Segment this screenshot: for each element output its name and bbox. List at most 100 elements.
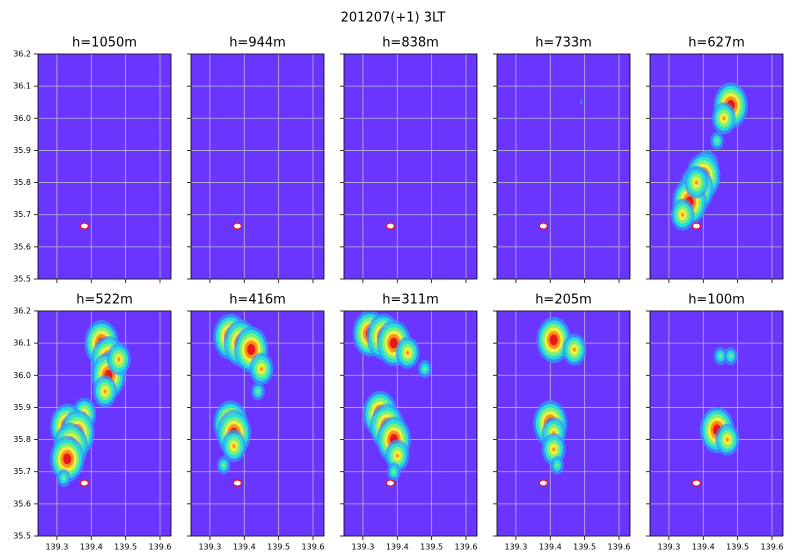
contour-band (573, 348, 576, 352)
contour-band (552, 447, 555, 451)
plot-background (497, 54, 630, 279)
site-marker (80, 223, 88, 229)
y-tick-label: 35.6 (13, 499, 31, 508)
site-marker (539, 223, 547, 229)
hotspot (710, 132, 723, 150)
hotspot (724, 347, 737, 365)
contour-band (260, 367, 263, 371)
x-tick-label: 139.6 (608, 543, 631, 552)
panel-title: h=1050m (72, 36, 137, 51)
contour-band (423, 367, 426, 371)
hotspot (715, 424, 739, 456)
hotspot (217, 456, 230, 474)
y-tick-label: 35.9 (13, 403, 31, 412)
contour-band (257, 389, 260, 393)
y-tick-label: 35.6 (13, 242, 31, 251)
panel-title: h=100m (688, 293, 745, 308)
contour-band (232, 444, 235, 448)
hotspot (93, 375, 117, 407)
y-tick-label: 36.1 (13, 339, 31, 348)
contour-band (117, 357, 120, 361)
hotspot (251, 382, 264, 400)
plot-area (386, 223, 394, 229)
plot-background (38, 54, 171, 279)
hotspot (712, 102, 736, 134)
y-tick-label: 35.7 (13, 210, 31, 219)
panel-title: h=205m (535, 293, 592, 308)
contour-band (552, 338, 555, 342)
x-tick-label: 139.6 (455, 543, 478, 552)
contour-band (62, 476, 65, 480)
x-tick-label: 139.5 (420, 543, 443, 552)
panel: h=522m139.3139.4139.5139.635.535.635.735… (13, 293, 171, 552)
x-tick-label: 139.5 (573, 543, 596, 552)
contour-band (222, 463, 225, 467)
panel: h=733m (493, 36, 630, 284)
contour-band (556, 463, 559, 467)
panel: h=838m (340, 36, 477, 284)
y-tick-label: 35.8 (13, 435, 31, 444)
plot-area (233, 223, 241, 229)
contour-band (729, 354, 732, 358)
contour-band (719, 354, 722, 358)
panel: h=205m 139.3 139.4 139.5 139.6 (493, 293, 630, 552)
panel: h=627m (646, 36, 783, 284)
plot-background (344, 54, 477, 279)
x-tick-label: 139.4 (539, 543, 562, 552)
x-tick-label: 139.6 (149, 543, 172, 552)
x-tick-label: 139.3 (504, 543, 527, 552)
y-tick-label: 35.7 (13, 467, 31, 476)
y-tick-label: 36.0 (13, 371, 31, 380)
y-tick-label: 36.2 (13, 307, 31, 316)
site-marker (386, 480, 394, 486)
hotspot (550, 456, 563, 474)
contour-band (396, 454, 399, 458)
y-tick-label: 35.9 (13, 146, 31, 155)
contour-band (392, 341, 395, 345)
x-tick-label: 139.3 (657, 543, 680, 552)
hotspot (107, 343, 131, 375)
panel-title: h=944m (229, 36, 286, 51)
x-tick-label: 139.6 (302, 543, 325, 552)
hotspot (418, 360, 431, 378)
site-marker (233, 480, 241, 486)
panel: h=944m (187, 36, 324, 284)
hotspot (250, 353, 274, 385)
hotspot (562, 334, 586, 366)
y-tick-label: 35.5 (13, 532, 31, 541)
y-tick-label: 35.5 (13, 275, 31, 284)
contour-band (726, 438, 729, 442)
hotspot (671, 199, 695, 231)
contour-band (716, 139, 719, 143)
site-marker (386, 223, 394, 229)
x-tick-label: 139.4 (386, 543, 409, 552)
panel-title: h=522m (76, 293, 133, 308)
site-marker (233, 223, 241, 229)
panel: h=311m 139.3 139.4 139.5 139.6 (340, 293, 477, 552)
hotspot (684, 167, 708, 199)
x-tick-label: 139.3 (351, 543, 374, 552)
contour-band (406, 351, 409, 355)
panel-title: h=733m (535, 36, 592, 51)
y-tick-label: 36.1 (13, 82, 31, 91)
hotspot (396, 337, 420, 369)
contour-band (722, 116, 725, 120)
site-marker (692, 480, 700, 486)
contour-band (681, 213, 684, 217)
panel-title: h=311m (382, 293, 439, 308)
figure-title: 201207(+1) 3LT (341, 11, 446, 26)
site-marker (692, 223, 700, 229)
hotspot (387, 463, 400, 481)
plot-area (80, 223, 88, 229)
x-tick-label: 139.3 (45, 543, 68, 552)
figure: 201207(+1) 3LT h=1050m 35.5 35.6 35.7 35.8 35… (0, 0, 787, 554)
contour-band (66, 457, 69, 461)
contour-band (104, 389, 107, 393)
panel-title: h=627m (688, 36, 745, 51)
x-tick-label: 139.6 (761, 543, 784, 552)
x-tick-label: 139.3 (198, 543, 221, 552)
site-marker (80, 480, 88, 486)
